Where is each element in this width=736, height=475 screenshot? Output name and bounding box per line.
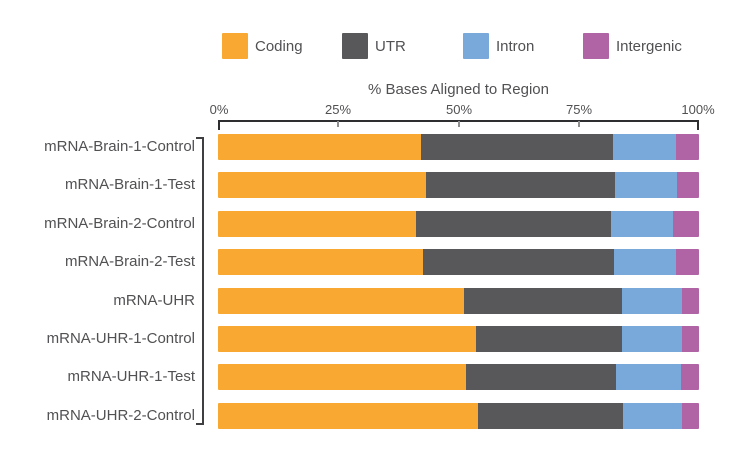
bar-segment-coding: [218, 134, 422, 160]
bar-segment-coding: [218, 172, 427, 199]
x-tick-label-0: 0%: [209, 102, 229, 117]
bar-segment-intron: [622, 325, 683, 352]
bar-segment-utr: [423, 249, 614, 276]
bar-segment-utr: [416, 210, 612, 237]
bar-segment-intergenic: [681, 287, 699, 314]
bar-segment-intergenic: [673, 210, 699, 237]
legend-swatch-utr: [342, 33, 368, 59]
x-axis-title: % Bases Aligned to Region: [368, 81, 549, 98]
stacked-bar: [218, 249, 699, 276]
legend-label-coding: Coding: [255, 37, 303, 55]
x-tick-label-75: 75%: [565, 102, 593, 117]
x-axis-end-tick-left: [218, 120, 220, 130]
row-label: mRNA-Brain-2-Test: [64, 253, 195, 271]
row-label: mRNA-Brain-1-Control: [44, 138, 195, 155]
bar-segment-intron: [611, 210, 674, 237]
legend-label-intergenic: Intergenic: [616, 37, 682, 55]
bar-segment-intergenic: [677, 172, 699, 199]
bar-segment-intron: [613, 249, 677, 276]
stacked-bar: [218, 287, 699, 314]
stacked-bar: [218, 172, 699, 199]
bar-segment-coding: [218, 210, 417, 237]
legend-swatch-intergenic: [583, 33, 609, 59]
bar-segment-intergenic: [682, 402, 699, 429]
x-axis-tick-50: [458, 121, 460, 127]
chart-row: mRNA-Brain-1-Control: [0, 134, 736, 160]
bar-segment-coding: [218, 249, 424, 276]
bar-segment-utr: [426, 172, 616, 199]
bar-segment-coding: [218, 364, 467, 391]
x-axis-tick-75: [578, 121, 580, 127]
bar-segment-utr: [478, 402, 624, 429]
x-axis-end-tick-right: [697, 120, 699, 130]
legend-item-coding: Coding: [222, 33, 303, 59]
bar-segment-intron: [615, 172, 678, 199]
bar-segment-intergenic: [680, 364, 699, 391]
chart-row: mRNA-UHR-2-Control: [0, 402, 736, 429]
chart-row: mRNA-Brain-2-Test: [0, 249, 736, 276]
stacked-bar: [218, 210, 699, 237]
row-label: mRNA-UHR-2-Control: [46, 406, 195, 424]
stacked-bar: [218, 325, 699, 352]
chart-row: mRNA-UHR: [0, 287, 736, 314]
bar-segment-coding: [218, 402, 479, 429]
x-tick-label-100: 100%: [681, 102, 715, 117]
bar-segment-intergenic: [676, 249, 699, 276]
row-label: mRNA-UHR-1-Test: [67, 368, 196, 386]
row-label: mRNA-UHR-1-Control: [46, 329, 195, 347]
bar-segment-intergenic: [682, 325, 699, 352]
x-tick-label-50: 50%: [445, 102, 473, 117]
row-label: mRNA-Brain-2-Control: [44, 214, 195, 232]
legend-swatch-intron: [463, 33, 489, 59]
chart-legend: Coding UTR Intron Intergenic: [0, 33, 736, 59]
stacked-bar: [218, 134, 699, 160]
bar-segment-utr: [463, 287, 622, 314]
chart-row: mRNA-Brain-2-Control: [0, 210, 736, 237]
bar-segment-coding: [218, 287, 464, 314]
bar-segment-intron: [616, 364, 681, 391]
bar-segment-utr: [466, 364, 617, 391]
x-axis-tick-25: [337, 121, 339, 127]
bar-segment-intron: [621, 287, 682, 314]
bar-segment-intron: [612, 134, 676, 160]
stacked-bar: [218, 364, 699, 391]
chart-rows: mRNA-Brain-1-Control mRNA-Brain-1-Test mRN…: [0, 134, 736, 441]
bar-segment-utr: [475, 325, 623, 352]
bar-segment-intergenic: [675, 134, 699, 160]
legend-item-intron: Intron: [463, 33, 534, 59]
x-tick-label-25: 25%: [324, 102, 352, 117]
row-group-bracket: [196, 137, 204, 425]
row-label: mRNA-UHR: [113, 291, 195, 309]
chart-row: mRNA-Brain-1-Test: [0, 172, 736, 199]
bar-segment-coding: [218, 325, 476, 352]
legend-label-intron: Intron: [496, 37, 535, 55]
legend-item-utr: UTR: [342, 33, 406, 59]
chart-row: mRNA-UHR-1-Control: [0, 325, 736, 352]
row-label: mRNA-Brain-1-Test: [64, 176, 195, 194]
bar-segment-intron: [623, 402, 683, 429]
legend-label-utr: UTR: [375, 37, 406, 55]
bar-segment-utr: [421, 134, 613, 160]
legend-item-intergenic: Intergenic: [583, 33, 682, 59]
legend-swatch-coding: [222, 33, 248, 59]
stacked-bar: [218, 402, 699, 429]
chart-row: mRNA-UHR-1-Test: [0, 364, 736, 391]
